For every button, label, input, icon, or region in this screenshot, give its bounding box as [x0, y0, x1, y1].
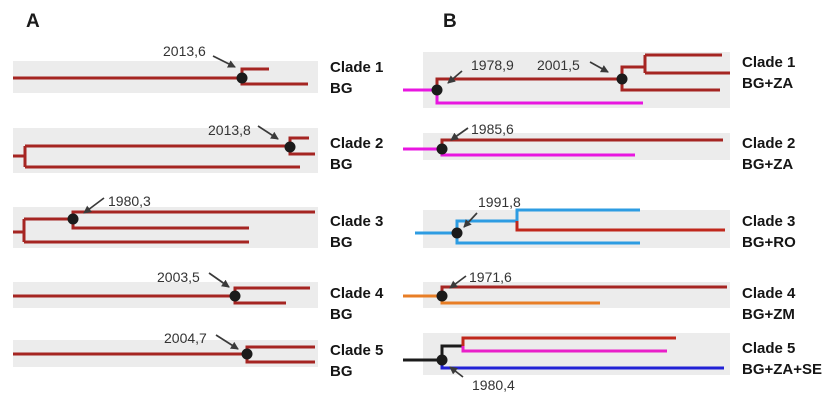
clade-label: Clade 1 BG+ZA: [742, 52, 795, 94]
annotation-arrow: [215, 334, 239, 350]
clade-label: Clade 3 BG+RO: [742, 211, 796, 253]
clade-label: Clade 4 BG: [330, 283, 383, 325]
node-date-label: 1991,8: [478, 194, 521, 210]
annotation-arrow: [449, 366, 464, 378]
node-date-label: 1978,9: [471, 57, 514, 73]
clade-label: Clade 2 BG: [330, 133, 383, 175]
node-dot: [451, 227, 463, 239]
clade-label: Clade 1 BG: [330, 57, 383, 99]
node-dot: [241, 348, 253, 360]
clade-label: Clade 2 BG+ZA: [742, 133, 795, 175]
node-dot: [67, 213, 79, 225]
node-dot: [431, 84, 443, 96]
annotation-arrow: [450, 127, 469, 141]
annotation-arrow: [83, 197, 105, 214]
node-dot: [436, 143, 448, 155]
clade-code: BG: [330, 234, 353, 251]
node-dot: [229, 290, 241, 302]
clade-name: Clade 5: [330, 342, 384, 359]
branch: [461, 336, 676, 346]
panel-a-letter: A: [26, 11, 40, 32]
clade-label: Clade 4 BG+ZM: [742, 283, 795, 325]
clade-code: BG+ZA: [742, 75, 794, 92]
node-date-label: 2004,7: [164, 330, 207, 346]
clade-name: Clade 1: [742, 54, 796, 71]
node-date-label: 2013,6: [163, 43, 206, 59]
annotation-arrow: [208, 272, 230, 288]
clade-label: Clade 5 BG: [330, 340, 383, 382]
node-date-label: 2013,8: [208, 122, 251, 138]
branch: [515, 208, 640, 221]
clade-name: Clade 2: [330, 135, 384, 152]
clade-code: BG: [330, 156, 353, 173]
annotation-arrow: [589, 61, 609, 73]
branch: [515, 221, 725, 232]
clade-name: Clade 4: [330, 285, 384, 302]
annotation-arrow: [212, 55, 236, 68]
clade-name: Clade 1: [330, 59, 384, 76]
node-date-label: 1985,6: [471, 121, 514, 137]
node-date-label: 1971,6: [469, 269, 512, 285]
clade-name: Clade 2: [742, 135, 796, 152]
clade-code: BG: [330, 306, 353, 323]
branch: [461, 346, 667, 353]
panel-b-letter: B: [443, 11, 457, 32]
annotation-arrow: [449, 275, 467, 289]
node-dot: [616, 73, 628, 85]
clade-name: Clade 3: [742, 213, 796, 230]
node-date-label: 2001,5: [537, 57, 580, 73]
clade-code: BG+ZA+SE: [742, 361, 823, 378]
clade-label: Clade 3 BG: [330, 211, 383, 253]
annotation-arrow: [257, 125, 279, 140]
clade-name: Clade 3: [330, 213, 384, 230]
clade-code: BG: [330, 80, 353, 97]
clade-code: BG: [330, 363, 353, 380]
node-dot: [284, 141, 296, 153]
annotation-arrow: [463, 212, 478, 228]
clade-code: BG+RO: [742, 234, 796, 251]
annotation-arrow: [447, 70, 463, 84]
node-date-label: 2003,5: [157, 269, 200, 285]
node-date-label: 1980,3: [108, 193, 151, 209]
clade-name: Clade 5: [742, 340, 796, 357]
clade-label: Clade 5 BG+ZA+SE: [742, 338, 822, 380]
node-date-label: 1980,4: [472, 377, 515, 393]
clade-code: BG+ZA: [742, 156, 794, 173]
clade-code: BG+ZM: [742, 306, 795, 323]
node-dot: [436, 290, 448, 302]
node-dot: [436, 354, 448, 366]
clade-name: Clade 4: [742, 285, 796, 302]
node-dot: [236, 72, 248, 84]
